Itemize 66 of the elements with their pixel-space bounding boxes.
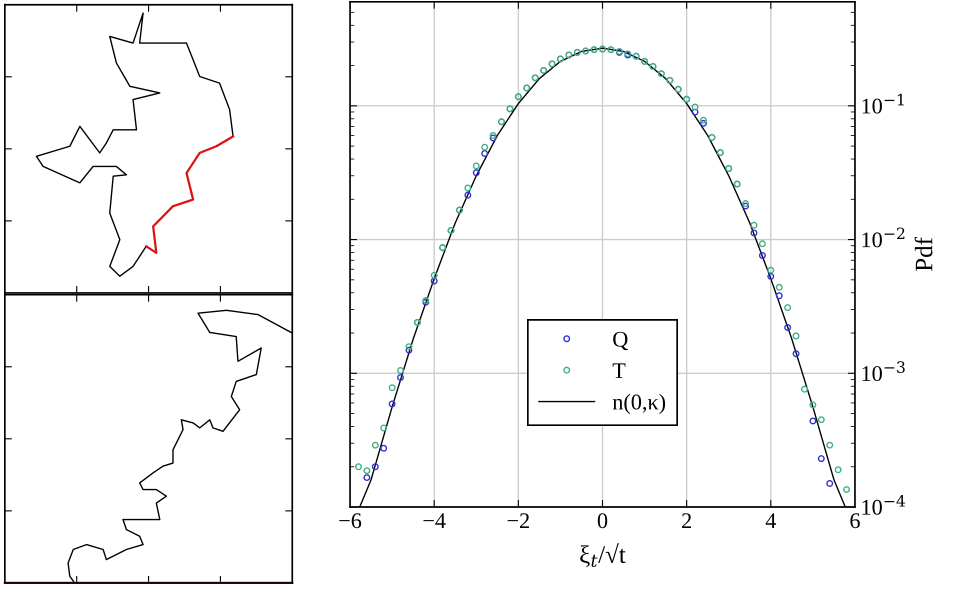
point xyxy=(784,324,792,331)
point xyxy=(809,401,816,408)
point xyxy=(388,384,396,392)
point xyxy=(834,466,842,474)
point xyxy=(472,169,480,176)
point xyxy=(464,184,472,192)
x-tick-label: −4 xyxy=(423,513,446,528)
point xyxy=(481,144,488,151)
point xyxy=(380,444,388,452)
point xyxy=(405,346,412,354)
point xyxy=(818,455,825,462)
point xyxy=(818,416,825,424)
legend-label: T xyxy=(612,363,626,378)
x-tick-label: 4 xyxy=(766,513,776,528)
x-tick-label: 6 xyxy=(850,513,860,528)
legend-label: Q xyxy=(613,332,628,350)
point xyxy=(750,230,758,236)
point xyxy=(388,400,396,408)
x-tick-label: 0 xyxy=(598,513,608,528)
legend-label: n(0,κ) xyxy=(612,394,666,414)
point xyxy=(801,386,808,393)
point xyxy=(490,134,497,142)
point xyxy=(405,343,412,350)
point xyxy=(372,463,379,470)
point xyxy=(742,202,750,210)
point xyxy=(363,467,370,474)
point xyxy=(758,240,766,248)
point xyxy=(464,192,472,199)
point xyxy=(776,284,783,291)
point xyxy=(363,474,370,482)
point xyxy=(742,200,750,207)
point xyxy=(481,150,488,157)
point xyxy=(472,162,480,170)
x-tick-label: −2 xyxy=(508,513,529,528)
point xyxy=(700,120,707,127)
x-tick-label: −6 xyxy=(339,513,362,528)
y-tick-label: 10$^{−3}$ xyxy=(862,361,905,382)
point xyxy=(700,116,707,124)
point xyxy=(826,480,834,487)
point xyxy=(826,442,834,449)
point xyxy=(843,486,850,494)
point xyxy=(430,272,438,279)
point xyxy=(692,108,699,116)
point xyxy=(784,304,792,312)
point xyxy=(758,252,766,259)
point xyxy=(397,374,404,381)
x-axis-title: ξ$_{t}$/√t xyxy=(580,543,626,568)
point xyxy=(380,424,388,432)
point xyxy=(792,332,800,340)
point xyxy=(776,292,783,300)
y-tick-label: 10$^{−2}$ xyxy=(862,227,904,248)
point xyxy=(767,272,774,280)
point xyxy=(372,442,379,449)
point xyxy=(767,266,774,274)
point xyxy=(809,417,816,424)
point xyxy=(750,222,758,229)
point xyxy=(354,463,362,470)
y-axis-title: Pdf xyxy=(914,237,932,272)
point xyxy=(692,104,699,110)
point xyxy=(792,350,800,358)
x-tick-label: 2 xyxy=(682,513,691,528)
point xyxy=(490,132,497,139)
y-tick-label: 10$^{−4}$ xyxy=(862,494,906,515)
y-tick-label: 10$^{−1}$ xyxy=(862,94,904,114)
point xyxy=(397,366,404,374)
point xyxy=(430,278,438,284)
